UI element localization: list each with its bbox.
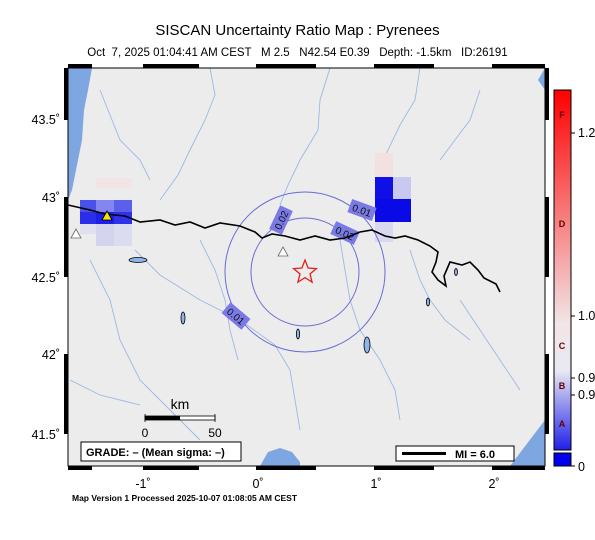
lon-tick-label: 1˚ [370, 477, 381, 491]
lat-tick-label: 41.5˚ [32, 428, 61, 442]
sea-reservoir [260, 448, 300, 466]
land-area [68, 68, 545, 466]
sea-med-top [538, 68, 545, 90]
grade-box: GRADE: – (Mean sigma: –) [80, 441, 242, 462]
colorbar-value: 0 [578, 460, 585, 474]
colorbar-gradient [553, 89, 572, 451]
map-subtitle: Oct 7, 2025 01:04:41 AM CEST M 2.5 N42.5… [87, 47, 508, 59]
lon-tick-label: 2˚ [488, 477, 499, 491]
frame-ticks [64, 64, 549, 470]
colorbar-value: 0.9 [578, 371, 595, 385]
colorbar-value: 1.2 [578, 126, 595, 140]
lon-tick-label: -1˚ [135, 477, 150, 491]
colorbar-grade-letter: C [559, 341, 566, 351]
colorbar: F D C B A 1.2 1.0 0.9 0.9 0 [553, 89, 595, 474]
river-network [69, 67, 521, 441]
map-footer: Map Version 1 Processed 2025-10-07 01:08… [72, 493, 298, 503]
scale-unit: km [171, 396, 190, 412]
lat-tick-label: 43˚ [42, 191, 60, 205]
contour-rings [224, 191, 386, 353]
station-triangle-yellow [101, 210, 113, 221]
mi-text: MI = 6.0 [455, 449, 495, 461]
lat-tick-label: 42˚ [42, 348, 60, 362]
lat-tick-label: 42.5˚ [32, 271, 61, 285]
lat-tick-label: 43.5˚ [32, 113, 61, 127]
scale-max: 50 [208, 426, 222, 440]
colorbar-grade-letter: A [559, 419, 566, 429]
scale-bar: km 0 50 [142, 396, 222, 440]
country-border [67, 204, 501, 293]
colorbar-low-swatch [553, 452, 572, 467]
station-triangle [277, 246, 289, 257]
grade-text: GRADE: – (Mean sigma: –) [86, 447, 225, 459]
epicenter-star-icon [291, 258, 319, 284]
colorbar-grade-letter: B [559, 381, 566, 391]
mi-legend-box: MI = 6.0 [395, 445, 515, 462]
colorbar-value: 0.9 [578, 388, 595, 402]
lakes [128, 257, 458, 354]
sea-med-bottom [510, 420, 545, 466]
colorbar-grade-letter: D [559, 219, 566, 229]
lon-tick-label: 0˚ [252, 477, 263, 491]
station-triangle [70, 228, 82, 239]
map-title: SISCAN Uncertainty Ratio Map : Pyrenees [155, 22, 440, 39]
sea-atlantic [68, 68, 92, 200]
colorbar-grade-letter: F [559, 110, 565, 120]
scale-min: 0 [142, 426, 149, 440]
colorbar-value: 1.0 [578, 309, 595, 323]
